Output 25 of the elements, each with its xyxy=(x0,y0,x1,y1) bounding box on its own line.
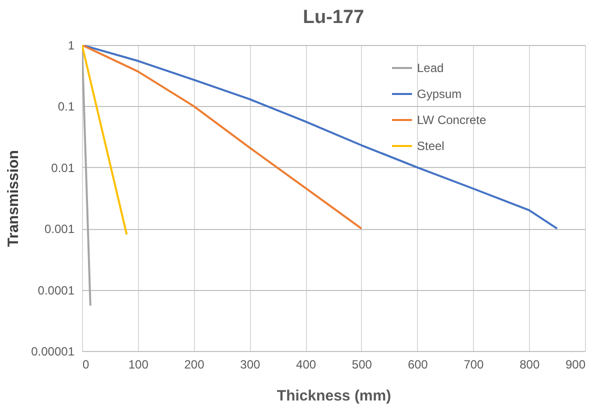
legend-label: Steel xyxy=(417,139,444,153)
y-tick-label: 0.01 xyxy=(51,160,75,175)
x-tick-label: 600 xyxy=(408,358,428,372)
x-tick-label: 0 xyxy=(82,358,90,372)
y-tick-label: 0.001 xyxy=(44,222,75,236)
legend-label: LW Concrete xyxy=(417,113,486,127)
x-tick-label: 100 xyxy=(128,358,149,372)
chart-title: Lu-177 xyxy=(302,7,364,28)
x-tick-label: 300 xyxy=(240,358,260,372)
legend-label: Lead xyxy=(417,61,444,75)
x-tick-label: 400 xyxy=(296,358,316,372)
x-tick-label: 500 xyxy=(352,358,372,372)
y-tick-label: 0.0001 xyxy=(38,283,75,298)
line-series xyxy=(82,45,362,230)
x-tick-label: 200 xyxy=(184,358,205,372)
y-tick-label: 0.1 xyxy=(58,100,75,114)
x-axis-title: Thickness (mm) xyxy=(276,388,392,404)
legend-label: Gypsum xyxy=(417,87,462,101)
line-series xyxy=(82,45,558,230)
x-tick-label: 700 xyxy=(464,358,484,372)
y-tick-label: 0.00001 xyxy=(31,344,75,358)
x-tick-label: 800 xyxy=(520,358,540,372)
y-axis-title: Transmission xyxy=(5,150,22,247)
x-tick-label: 900 xyxy=(565,358,586,372)
y-tick-label: 1 xyxy=(68,38,75,52)
